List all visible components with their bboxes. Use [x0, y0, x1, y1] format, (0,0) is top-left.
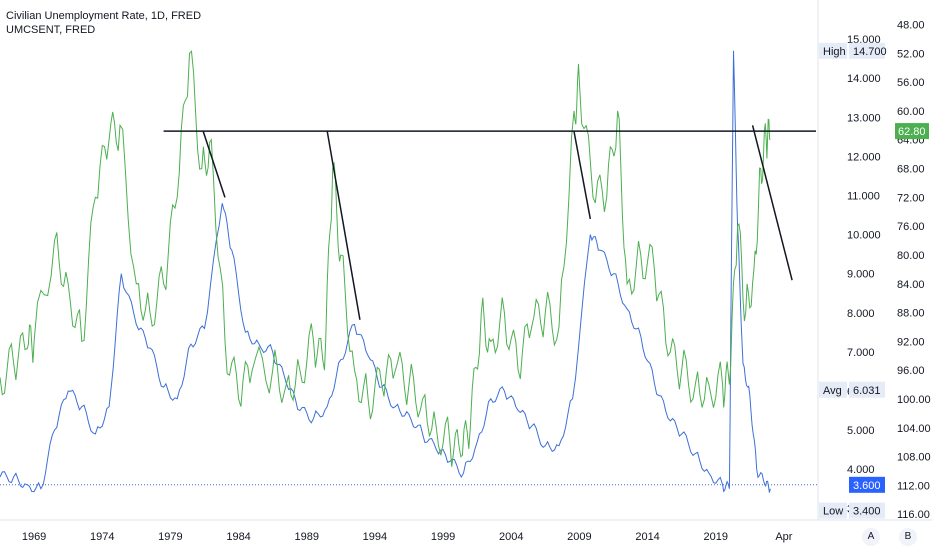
auto-scale-button[interactable]: A	[862, 528, 880, 546]
umcsent-tick-label: 52.00	[897, 48, 925, 60]
stat-label-bg	[819, 381, 847, 398]
umcsent-series-line	[0, 50, 771, 467]
x-tick-label: Apr	[775, 531, 792, 543]
umcsent-tick-label: 84.00	[897, 279, 925, 291]
unrate-tick-label: 10.000	[847, 230, 881, 242]
unrate-tick-label: 8.000	[847, 308, 875, 320]
annotation-layer	[0, 125, 818, 486]
unrate-tick-label: 7.000	[847, 347, 875, 359]
umcsent-tick-label: 104.00	[897, 423, 931, 435]
diagonal-trend-line	[326, 130, 361, 320]
price-tag-bg	[849, 42, 885, 59]
price-tag-bg	[849, 476, 885, 493]
x-tick-label: 1999	[431, 531, 455, 543]
price-tags-layer: High 14.700 Avg 6.031 Low 3.400 3.600 62.80	[819, 42, 929, 519]
umcsent-last-tag-bg	[895, 123, 929, 140]
unrate-tick-label: 9.000	[847, 269, 875, 281]
umcsent-tick-label: 68.00	[897, 164, 925, 176]
unrate-tick-label: 4.000	[847, 464, 875, 476]
price-tag-value: 3.400	[853, 506, 881, 518]
stat-label: Low	[823, 506, 843, 518]
umcsent-tick-label: 76.00	[897, 221, 925, 233]
x-tick-label: 1969	[22, 531, 46, 543]
x-tick-label: 2009	[567, 531, 591, 543]
price-tag-bg	[849, 381, 885, 398]
diagonal-trend-line	[202, 130, 226, 198]
x-tick-label: 2019	[704, 531, 728, 543]
unrate-series-line	[0, 50, 771, 493]
x-tick-label: 1989	[295, 531, 319, 543]
x-tick-label: 1979	[158, 531, 182, 543]
stat-label-bg	[819, 42, 847, 59]
x-tick-label: 1974	[90, 531, 114, 543]
legend-primary-series[interactable]: Civilian Unemployment Rate, 1D, FRED	[6, 10, 202, 22]
stat-label: Avg	[823, 385, 842, 397]
diagonal-trend-line	[751, 125, 793, 281]
umcsent-tick-label: 96.00	[897, 365, 925, 377]
umcsent-tick-label: 112.00	[897, 480, 930, 492]
umcsent-tick-label: 56.00	[897, 77, 925, 89]
x-tick-label: 1994	[363, 531, 387, 543]
price-scale-bg	[818, 0, 932, 550]
umcsent-tick-label: 60.00	[897, 106, 925, 118]
umcsent-tick-label: 116.00	[897, 509, 930, 521]
unrate-tick-label: 13.000	[847, 112, 881, 124]
x-tick-label: 1984	[226, 531, 250, 543]
umcsent-tick-label: 88.00	[897, 308, 925, 320]
axes-layer: 1969 1974 1979 1984 1989 1994 1999 2004 2009 2014…	[22, 19, 931, 543]
umcsent-tick-label: 80.00	[897, 250, 925, 262]
stat-label-bg	[819, 502, 847, 519]
log-scale-button[interactable]: B	[899, 528, 917, 546]
umcsent-tick-label: 48.00	[897, 19, 925, 31]
umcsent-tick-label: 108.00	[897, 452, 931, 464]
unrate-tick-label: 11.000	[847, 190, 880, 202]
price-tag-value: 6.031	[853, 385, 881, 397]
umcsent-tick-label: 92.00	[897, 336, 925, 348]
umcsent-tick-label: 100.00	[897, 394, 931, 406]
series-layer	[0, 50, 771, 493]
unrate-tick-label: 12.000	[847, 151, 881, 163]
price-tag-value: 3.600	[853, 480, 881, 492]
umcsent-last-tag-value: 62.80	[898, 126, 926, 138]
umcsent-tick-label: 72.00	[897, 192, 925, 204]
x-tick-label: 2004	[499, 531, 523, 543]
price-tag-value: 14.700	[853, 46, 887, 58]
unrate-tick-label: 14.000	[847, 73, 881, 85]
diagonal-trend-line	[573, 130, 592, 220]
stat-label: High	[823, 46, 846, 58]
unrate-tick-label: 5.000	[847, 425, 875, 437]
legend-secondary-series[interactable]: UMCSENT, FRED	[6, 24, 96, 36]
price-tag-bg	[849, 502, 885, 519]
x-tick-label: 2014	[635, 531, 659, 543]
